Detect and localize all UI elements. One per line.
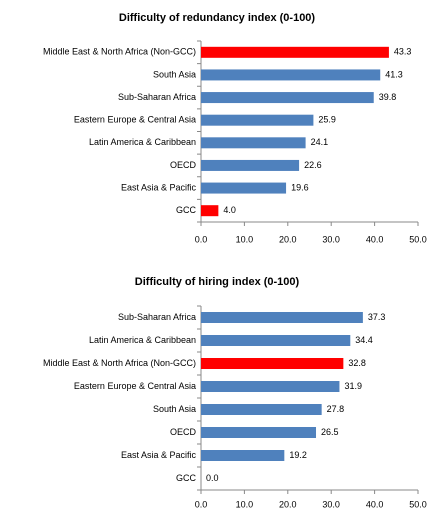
bar	[201, 381, 340, 392]
value-label: 39.8	[379, 92, 397, 102]
x-tick-label: 50.0	[409, 499, 427, 509]
bar	[201, 427, 317, 438]
x-tick-label: 20.0	[279, 499, 297, 509]
bar	[201, 205, 219, 217]
value-label: 34.4	[355, 335, 373, 345]
y-tick-label: Eastern Europe & Central Asia	[74, 381, 196, 391]
bar	[201, 358, 344, 369]
x-tick-label: 40.0	[366, 499, 384, 509]
x-tick-label: 0.0	[195, 234, 208, 244]
value-label: 0.0	[206, 473, 219, 483]
y-tick-label: East Asia & Pacific	[121, 450, 197, 460]
chart-title: Difficulty of redundancy index (0-100)	[119, 12, 316, 24]
value-label: 22.6	[304, 160, 322, 170]
x-tick-label: 30.0	[322, 499, 340, 509]
x-tick-label: 40.0	[366, 234, 384, 244]
y-tick-label: Eastern Europe & Central Asia	[74, 115, 196, 125]
value-label: 31.9	[344, 381, 362, 391]
value-label: 4.0	[223, 205, 236, 215]
y-tick-label: OECD	[170, 427, 197, 437]
bar	[201, 92, 374, 104]
y-tick-label: OECD	[170, 160, 197, 170]
chart-title: Difficulty of hiring index (0-100)	[135, 276, 300, 288]
value-label: 32.8	[348, 358, 366, 368]
bar	[201, 335, 351, 346]
bar	[201, 114, 314, 126]
x-tick-label: 0.0	[195, 499, 208, 509]
bar	[201, 46, 389, 58]
y-tick-label: Middle East & North Africa (Non-GCC)	[43, 47, 196, 57]
value-label: 37.3	[368, 312, 386, 322]
x-tick-label: 50.0	[409, 234, 427, 244]
x-tick-label: 10.0	[236, 499, 254, 509]
bar	[201, 450, 285, 461]
y-tick-label: GCC	[176, 473, 197, 483]
bar	[201, 182, 287, 194]
y-tick-label: Sub-Saharan Africa	[118, 92, 196, 102]
y-tick-label: Latin America & Caribbean	[89, 137, 196, 147]
value-label: 43.3	[394, 47, 412, 57]
y-tick-label: Latin America & Caribbean	[89, 335, 196, 345]
y-tick-label: Sub-Saharan Africa	[118, 312, 196, 322]
value-label: 25.9	[318, 115, 336, 125]
bar	[201, 404, 322, 415]
value-label: 24.1	[311, 137, 329, 147]
x-tick-label: 30.0	[322, 234, 340, 244]
value-label: 19.2	[289, 450, 307, 460]
x-tick-label: 20.0	[279, 234, 297, 244]
y-tick-label: South Asia	[153, 404, 196, 414]
y-tick-label: East Asia & Pacific	[121, 182, 197, 192]
bar	[201, 137, 306, 149]
value-label: 41.3	[385, 69, 403, 79]
value-label: 19.6	[291, 182, 309, 192]
y-tick-label: GCC	[176, 205, 197, 215]
y-tick-label: Middle East & North Africa (Non-GCC)	[43, 358, 196, 368]
value-label: 26.5	[321, 427, 339, 437]
y-tick-label: South Asia	[153, 69, 196, 79]
bar	[201, 312, 363, 323]
value-label: 27.8	[327, 404, 345, 414]
bar	[201, 69, 381, 81]
x-tick-label: 10.0	[236, 234, 254, 244]
bar	[201, 159, 300, 171]
